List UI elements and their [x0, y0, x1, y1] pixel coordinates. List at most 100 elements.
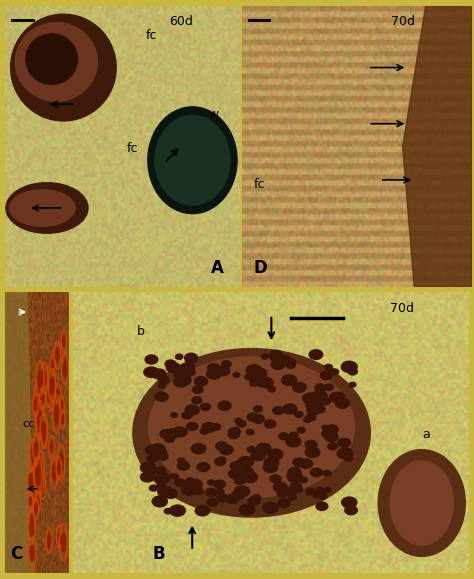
Circle shape	[233, 372, 240, 377]
Circle shape	[36, 389, 40, 408]
Ellipse shape	[149, 357, 355, 497]
Circle shape	[187, 479, 202, 490]
Circle shape	[288, 468, 301, 477]
Circle shape	[247, 413, 258, 421]
Circle shape	[247, 446, 255, 452]
Circle shape	[256, 444, 271, 454]
Circle shape	[41, 481, 44, 493]
Circle shape	[233, 461, 244, 468]
Circle shape	[341, 361, 357, 372]
Circle shape	[270, 350, 283, 360]
Circle shape	[195, 505, 210, 516]
Circle shape	[315, 405, 325, 413]
Circle shape	[345, 506, 357, 515]
Circle shape	[273, 406, 284, 415]
Circle shape	[286, 437, 301, 447]
Circle shape	[297, 427, 305, 433]
Circle shape	[175, 427, 182, 433]
Text: C: C	[10, 545, 22, 563]
Circle shape	[216, 494, 228, 503]
Circle shape	[288, 490, 296, 496]
Circle shape	[279, 433, 289, 440]
Circle shape	[226, 494, 238, 504]
Circle shape	[259, 378, 273, 388]
Circle shape	[218, 401, 231, 411]
Circle shape	[211, 424, 220, 430]
Circle shape	[178, 458, 185, 463]
Circle shape	[55, 348, 59, 362]
Circle shape	[168, 364, 174, 369]
Circle shape	[322, 430, 333, 438]
Circle shape	[151, 444, 165, 454]
Circle shape	[279, 356, 292, 364]
Circle shape	[269, 452, 276, 457]
Circle shape	[200, 428, 209, 434]
Circle shape	[239, 504, 255, 515]
Text: A: A	[211, 259, 224, 277]
Circle shape	[180, 363, 194, 373]
Circle shape	[342, 497, 357, 508]
Circle shape	[208, 480, 215, 485]
Circle shape	[146, 445, 161, 456]
Circle shape	[278, 499, 291, 508]
Circle shape	[230, 462, 240, 469]
Circle shape	[232, 490, 245, 499]
Circle shape	[228, 431, 240, 439]
Circle shape	[324, 384, 333, 390]
Circle shape	[193, 488, 203, 494]
Circle shape	[264, 420, 276, 428]
Circle shape	[234, 486, 250, 497]
Circle shape	[313, 406, 323, 412]
Circle shape	[185, 353, 198, 362]
Circle shape	[305, 441, 317, 449]
Circle shape	[31, 447, 35, 463]
Circle shape	[165, 435, 174, 442]
Circle shape	[289, 494, 296, 500]
Circle shape	[174, 427, 187, 437]
Circle shape	[182, 484, 197, 495]
Circle shape	[178, 375, 191, 385]
Circle shape	[37, 410, 42, 428]
Circle shape	[61, 413, 64, 424]
Circle shape	[313, 390, 327, 401]
Circle shape	[31, 514, 33, 526]
Circle shape	[30, 544, 34, 562]
Circle shape	[58, 531, 61, 542]
Text: B: B	[153, 545, 165, 563]
Circle shape	[171, 474, 178, 479]
Circle shape	[166, 362, 181, 373]
Ellipse shape	[9, 190, 75, 226]
Circle shape	[57, 389, 59, 398]
Circle shape	[237, 420, 246, 427]
Circle shape	[290, 433, 298, 438]
Circle shape	[185, 405, 199, 415]
Circle shape	[319, 493, 327, 499]
Circle shape	[35, 504, 37, 514]
Circle shape	[177, 461, 190, 470]
Circle shape	[155, 115, 230, 205]
Circle shape	[345, 456, 353, 461]
Circle shape	[312, 489, 325, 498]
Circle shape	[144, 367, 158, 378]
Circle shape	[246, 365, 262, 376]
Circle shape	[286, 360, 293, 365]
Text: 60d: 60d	[169, 16, 193, 28]
Circle shape	[147, 456, 156, 463]
Circle shape	[175, 354, 183, 360]
Circle shape	[256, 376, 271, 387]
Circle shape	[140, 462, 155, 473]
Ellipse shape	[26, 34, 77, 85]
Circle shape	[261, 448, 268, 453]
Circle shape	[155, 392, 168, 401]
Circle shape	[228, 469, 242, 479]
Circle shape	[155, 467, 165, 474]
Ellipse shape	[15, 23, 98, 101]
Circle shape	[270, 353, 280, 361]
Circle shape	[202, 423, 216, 433]
Circle shape	[264, 457, 279, 468]
Circle shape	[200, 404, 210, 411]
Circle shape	[43, 371, 46, 386]
Circle shape	[267, 449, 283, 460]
Circle shape	[155, 473, 170, 483]
Circle shape	[177, 369, 191, 380]
